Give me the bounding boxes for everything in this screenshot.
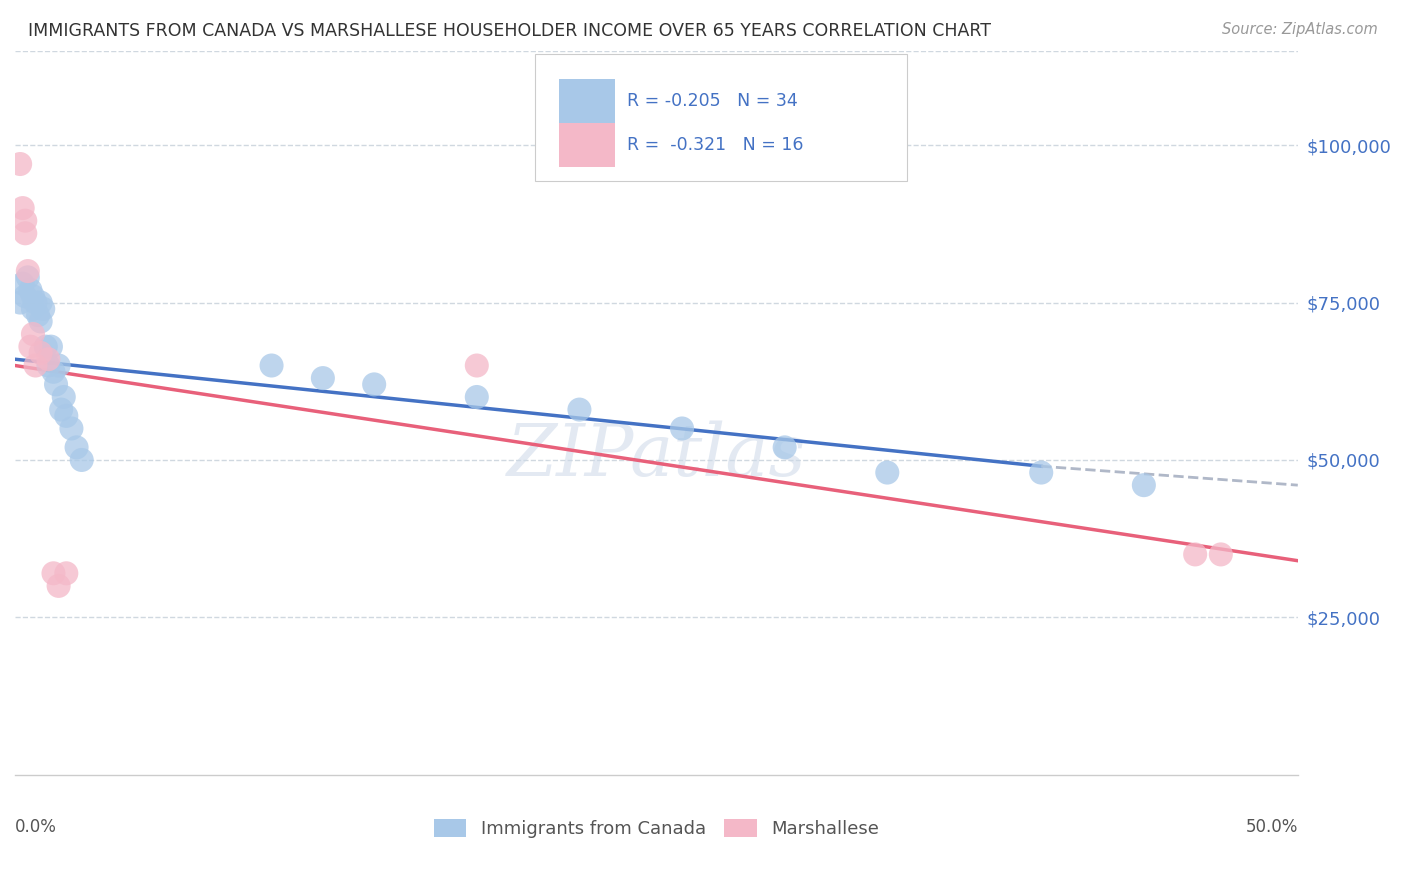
Point [55, 566, 77, 581]
Point [39, 340, 62, 354]
Point [30, 314, 52, 328]
Point [42, 566, 65, 581]
FancyBboxPatch shape [560, 123, 616, 167]
Legend: Immigrants from Canada, Marshallese: Immigrants from Canada, Marshallese [426, 812, 886, 846]
Point [55, 409, 77, 423]
Point [1209, 548, 1232, 562]
Point [312, 371, 335, 385]
Point [20, 340, 42, 354]
Point [21, 301, 44, 316]
Point [60, 421, 83, 435]
FancyBboxPatch shape [560, 79, 616, 123]
Point [48, 579, 70, 593]
Point [35, 340, 58, 354]
Point [20, 283, 42, 297]
Point [70, 453, 93, 467]
Point [27, 308, 49, 322]
Point [8, 157, 31, 171]
Point [17, 264, 39, 278]
Point [24, 295, 46, 310]
Point [17, 270, 39, 285]
Point [32, 301, 55, 316]
Point [48, 359, 70, 373]
Point [773, 441, 796, 455]
Point [1184, 548, 1206, 562]
Point [14, 227, 37, 241]
Point [52, 390, 75, 404]
Point [363, 377, 385, 392]
Text: R = -0.205   N = 34: R = -0.205 N = 34 [627, 93, 797, 111]
Point [11, 201, 34, 215]
Point [260, 359, 283, 373]
Text: ZIPatlas: ZIPatlas [506, 421, 806, 491]
Text: R =  -0.321   N = 16: R = -0.321 N = 16 [627, 136, 803, 153]
Point [37, 352, 59, 367]
Point [465, 359, 488, 373]
Point [30, 295, 52, 310]
FancyBboxPatch shape [534, 54, 907, 181]
Text: Source: ZipAtlas.com: Source: ZipAtlas.com [1222, 22, 1378, 37]
Point [21, 326, 44, 341]
Point [876, 466, 898, 480]
Point [11, 277, 34, 291]
Point [465, 390, 488, 404]
Point [65, 441, 87, 455]
Point [24, 359, 46, 373]
Point [45, 377, 67, 392]
Text: 0.0%: 0.0% [15, 818, 56, 836]
Point [568, 402, 591, 417]
Point [51, 402, 73, 417]
Point [21, 289, 44, 303]
Text: 50.0%: 50.0% [1246, 818, 1298, 836]
Point [30, 346, 52, 360]
Point [37, 359, 59, 373]
Point [14, 289, 37, 303]
Text: IMMIGRANTS FROM CANADA VS MARSHALLESE HOUSEHOLDER INCOME OVER 65 YEARS CORRELATI: IMMIGRANTS FROM CANADA VS MARSHALLESE HO… [28, 22, 991, 40]
Point [671, 421, 693, 435]
Point [1031, 466, 1053, 480]
Point [14, 213, 37, 227]
Point [42, 365, 65, 379]
Point [1133, 478, 1156, 492]
Point [8, 295, 31, 310]
